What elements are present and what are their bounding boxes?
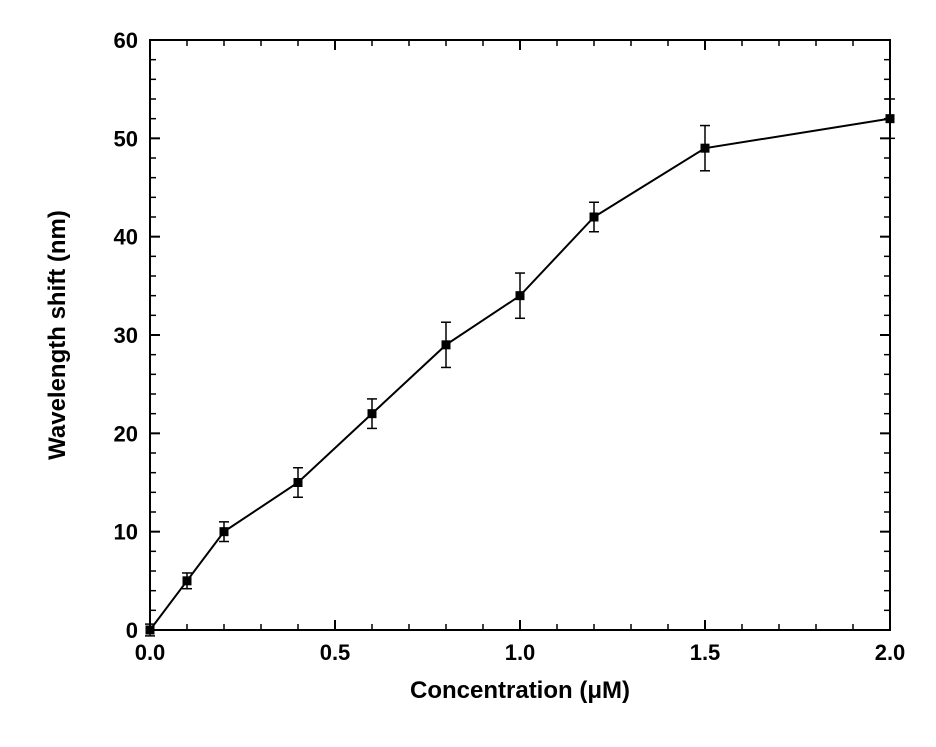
series-line bbox=[150, 119, 890, 630]
data-point-marker bbox=[442, 341, 450, 349]
data-point-marker bbox=[220, 528, 228, 536]
y-tick-label: 40 bbox=[114, 225, 138, 250]
y-tick-label: 30 bbox=[114, 323, 138, 348]
x-tick-label: 1.0 bbox=[505, 640, 536, 665]
data-point-marker bbox=[701, 144, 709, 152]
data-point-marker bbox=[146, 626, 154, 634]
y-tick-label: 60 bbox=[114, 28, 138, 53]
y-axis-label: Wavelength shift (nm) bbox=[44, 210, 71, 460]
y-tick-label: 0 bbox=[126, 618, 138, 643]
data-point-marker bbox=[516, 292, 524, 300]
data-point-marker bbox=[368, 410, 376, 418]
y-tick-label: 10 bbox=[114, 520, 138, 545]
x-tick-label: 1.5 bbox=[690, 640, 721, 665]
x-tick-label: 2.0 bbox=[875, 640, 906, 665]
x-tick-label: 0.0 bbox=[135, 640, 166, 665]
plot-area bbox=[150, 40, 890, 630]
data-point-marker bbox=[590, 213, 598, 221]
y-tick-label: 50 bbox=[114, 126, 138, 151]
chart-container: { "chart": { "type": "line", "background… bbox=[0, 0, 936, 747]
x-axis-label: Concentration (μM) bbox=[410, 677, 630, 704]
data-point-marker bbox=[183, 577, 191, 585]
y-tick-label: 20 bbox=[114, 421, 138, 446]
x-tick-label: 0.5 bbox=[320, 640, 351, 665]
data-point-marker bbox=[294, 479, 302, 487]
data-point-marker bbox=[886, 115, 894, 123]
chart-svg: 0.0 0.5 1.0 1.5 2.0 0 10 20 30 40 50 60 Concentratio… bbox=[0, 0, 936, 747]
